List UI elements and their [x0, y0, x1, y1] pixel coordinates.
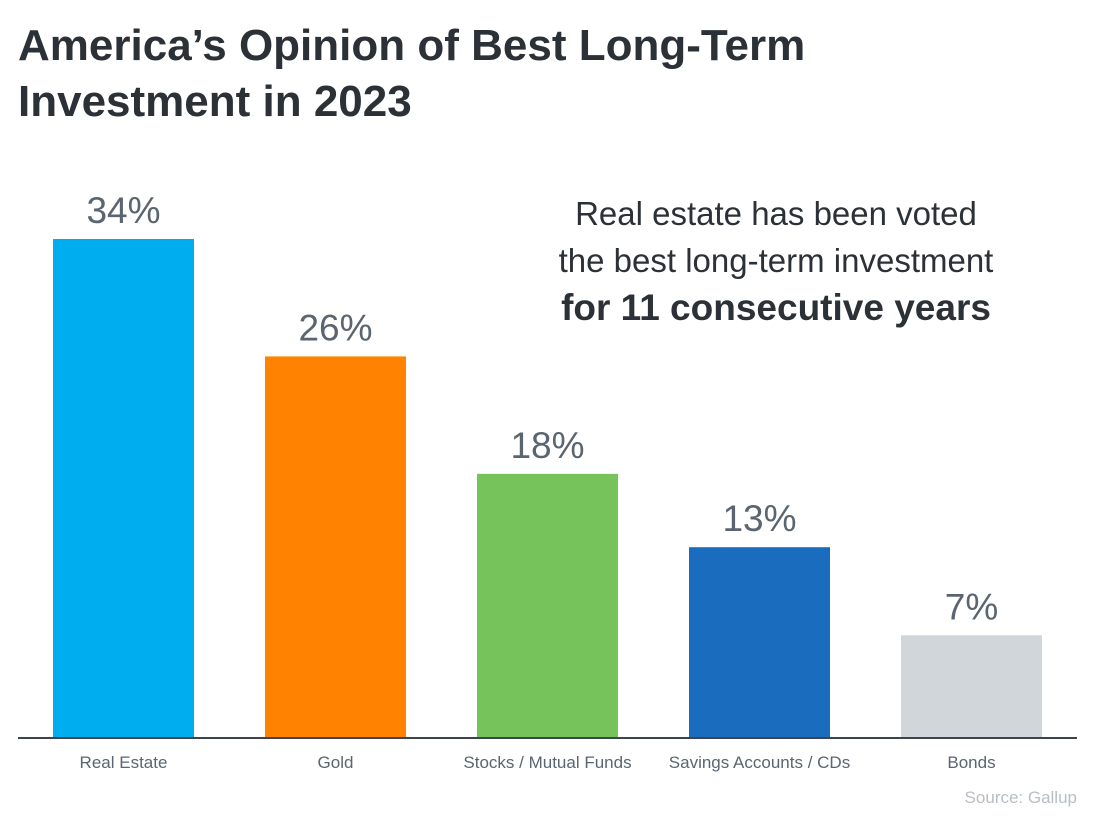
category-label-1: Gold	[318, 753, 354, 772]
bar-2	[477, 473, 618, 738]
category-label-0: Real Estate	[80, 753, 168, 772]
bar-4	[901, 635, 1042, 738]
callout-line-1: Real estate has been voted	[575, 195, 977, 232]
callout-text: Real estate has been voted the best long…	[500, 190, 1052, 331]
callout-line-2: the best long-term investment	[558, 242, 994, 279]
chart-title-line-2: Investment in 2023	[18, 77, 412, 126]
source-note: Source: Gallup	[964, 788, 1077, 807]
bar-1	[265, 356, 406, 738]
category-label-3: Savings Accounts / CDs	[669, 753, 850, 772]
data-label-2: 18%	[510, 425, 584, 466]
bar-3	[689, 547, 830, 738]
callout-line-3: for 11 consecutive years	[561, 287, 991, 328]
data-label-4: 7%	[945, 586, 998, 627]
category-label-2: Stocks / Mutual Funds	[463, 753, 631, 772]
data-label-0: 34%	[86, 190, 160, 231]
bar-0	[53, 239, 194, 738]
chart-title: America’s Opinion of Best Long-Term Inve…	[18, 18, 805, 130]
data-label-3: 13%	[722, 498, 796, 539]
chart-title-line-1: America’s Opinion of Best Long-Term	[18, 21, 806, 70]
data-label-1: 26%	[298, 307, 372, 348]
category-label-4: Bonds	[947, 753, 995, 772]
